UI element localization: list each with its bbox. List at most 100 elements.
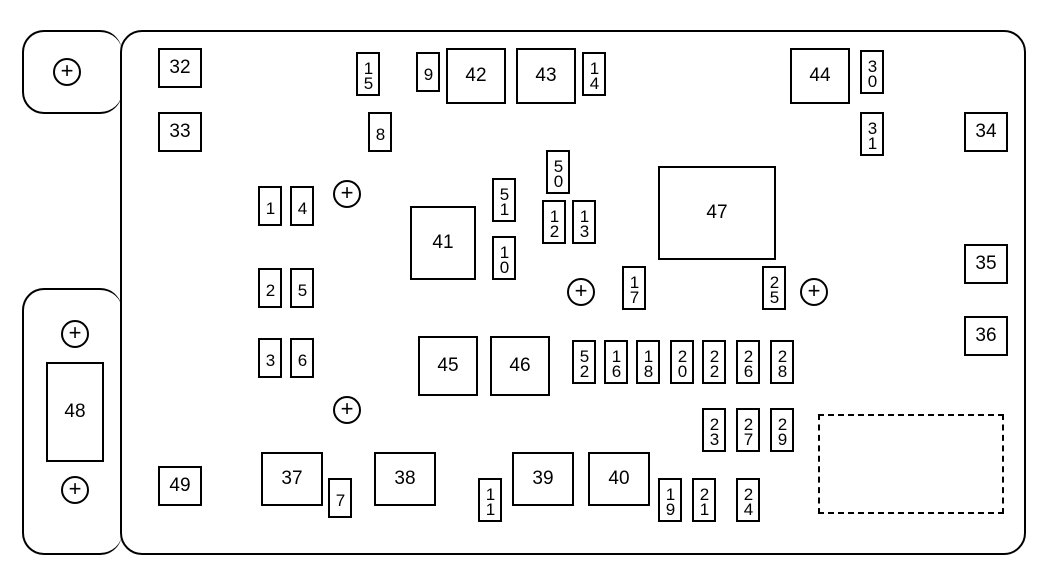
fuse-label: 24 [738,485,758,515]
fuse-30: 30 [860,50,884,94]
fuse-label: 21 [694,485,714,515]
fuse-label: 3 [260,351,280,366]
fuse-34: 34 [964,112,1008,152]
fuse-38: 38 [374,452,436,506]
fuse-label: 25 [764,273,784,303]
fuse-33: 33 [158,112,202,152]
fuse-label: 10 [494,243,514,273]
fuse-label: 52 [574,347,594,377]
fuse-label: 8 [370,125,390,140]
fuse-43: 43 [516,48,576,104]
fuse-label: 37 [281,468,302,490]
fuse-12: 12 [542,200,566,244]
fuse-label: 40 [608,468,629,490]
fuse-label: 28 [772,347,792,377]
fuse-49: 49 [158,466,202,506]
screw-icon [53,58,81,86]
fuse-label: 35 [975,253,996,275]
fuse-label: 36 [975,325,996,347]
fuse-31: 31 [860,112,884,156]
fuse-46: 46 [490,336,550,396]
fuse-19: 19 [658,478,682,522]
screw-icon [567,278,595,306]
fuse-5: 5 [290,268,314,308]
fuse-label: 12 [544,207,564,237]
fuse-label: 14 [584,59,604,89]
fuse-label: 38 [394,468,415,490]
fuse-39: 39 [512,452,574,506]
fuse-6: 6 [290,338,314,378]
fuse-label: 16 [606,347,626,377]
fuse-52: 52 [572,340,596,384]
fuse-45: 45 [418,336,478,396]
fuse-2: 2 [258,268,282,308]
fuse-label: 27 [738,415,758,445]
fuse-42: 42 [446,48,506,104]
fuse-label: 32 [169,57,190,79]
fuse-50: 50 [546,150,570,194]
fuse-18: 18 [636,340,660,384]
fuse-11: 11 [478,478,502,522]
fuse-label: 45 [437,355,458,377]
fuse-44: 44 [790,48,850,104]
fuse-21: 21 [692,478,716,522]
fuse-23: 23 [702,408,726,452]
fuse-box-diagram: 32 33 34 35 36 37 38 39 40 41 42 43 44 4… [0,0,1045,564]
fuse-1: 1 [258,186,282,226]
fuse-17: 17 [622,266,646,310]
fuse-label: 7 [330,491,350,506]
fuse-label: 34 [975,121,996,143]
fuse-label: 31 [862,119,882,149]
fuse-label: 46 [509,355,530,377]
fuse-35: 35 [964,244,1008,284]
fuse-27: 27 [736,408,760,452]
screw-icon [800,278,828,306]
fuse-20: 20 [670,340,694,384]
fuse-label: 19 [660,485,680,515]
fuse-label: 15 [358,59,378,89]
fuse-label: 11 [480,485,500,515]
fuse-label: 51 [494,185,514,215]
fuse-label: 50 [548,157,568,187]
screw-icon [61,320,89,348]
fuse-label: 20 [672,347,692,377]
fuse-label: 41 [432,232,453,254]
fuse-label: 23 [704,415,724,445]
fuse-label: 9 [418,65,438,80]
fuse-label: 47 [706,202,727,224]
fuse-37: 37 [261,452,323,506]
fuse-8: 8 [368,112,392,152]
screw-icon [333,396,361,424]
fuse-label: 22 [704,347,724,377]
fuse-9: 9 [416,52,440,92]
fuse-label: 42 [465,65,486,87]
fuse-label: 49 [169,475,190,497]
fuse-label: 2 [260,281,280,296]
fuse-label: 18 [638,347,658,377]
fuse-48: 48 [46,362,104,462]
fuse-10: 10 [492,236,516,280]
fuse-15: 15 [356,52,380,96]
fuse-7: 7 [328,478,352,518]
fuse-4: 4 [290,186,314,226]
fuse-label: 39 [532,468,553,490]
fuse-25: 25 [762,266,786,310]
fuse-41: 41 [410,206,476,280]
fuse-label: 48 [64,401,85,423]
fuse-13: 13 [572,200,596,244]
fuse-36: 36 [964,316,1008,356]
fuse-3: 3 [258,338,282,378]
fuse-label: 29 [772,415,792,445]
fuse-29: 29 [770,408,794,452]
fuse-label: 6 [292,351,312,366]
fuse-label: 30 [862,57,882,87]
fuse-28: 28 [770,340,794,384]
fuse-26: 26 [736,340,760,384]
fuse-label: 43 [535,65,556,87]
fuse-40: 40 [588,452,650,506]
fuse-label: 5 [292,281,312,296]
screw-icon [333,180,361,208]
fuse-32: 32 [158,48,202,88]
fuse-51: 51 [492,178,516,222]
fuse-label: 1 [260,199,280,214]
